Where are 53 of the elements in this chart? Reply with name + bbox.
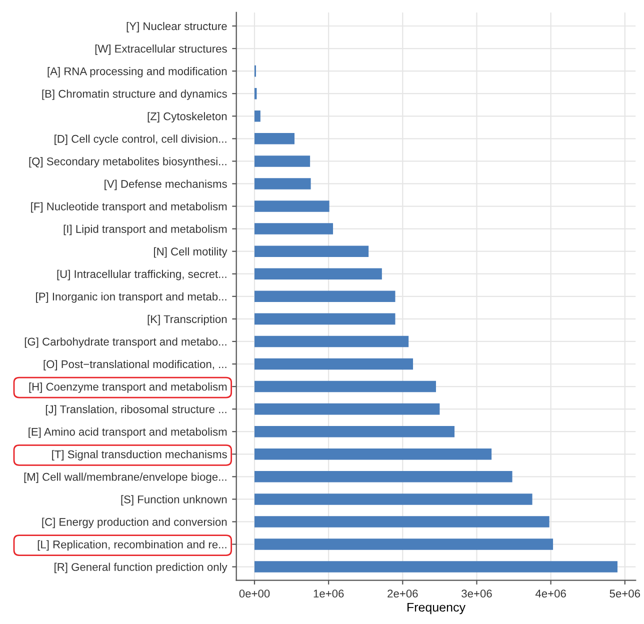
- y-tick-label: [T] Signal transduction mechanisms: [52, 450, 227, 460]
- y-tick-label: [H] Coenzyme transport and metabolism: [29, 382, 227, 393]
- y-tick-label: [O] Post−translational modification, ...: [44, 360, 226, 370]
- y-tick-label: [V] Defense mechanisms: [104, 180, 227, 190]
- y-tick-label: [I] Lipid transport and metabolism: [64, 224, 227, 236]
- x-tick-label: 1e+06: [314, 590, 344, 598]
- y-tick-label: [M] Cell wall/membrane/envelope bioge...: [24, 472, 226, 483]
- x-tick-label: 0e+00: [239, 590, 270, 598]
- y-tick-label: [B] Chromatin structure and dynamics: [42, 90, 227, 100]
- y-tick-label: [K] Transcription: [148, 314, 227, 326]
- bar: [254, 336, 409, 348]
- bar: [254, 313, 396, 325]
- y-tick-label: [C] Energy production and conversion: [42, 518, 227, 528]
- bar: [254, 290, 396, 302]
- bar: [254, 178, 311, 190]
- bar: [254, 268, 382, 280]
- y-tick-label: [W] Extracellular structures: [95, 44, 227, 55]
- x-tick-label: 4e+06: [535, 590, 566, 598]
- bar: [254, 223, 334, 234]
- y-tick-label: [N] Cell motility: [154, 247, 228, 258]
- x-tick-label: 3e+06: [462, 590, 492, 598]
- bar: [254, 358, 414, 370]
- y-tick-label: [F] Nucleotide transport and metabolism: [31, 202, 227, 213]
- x-axis-title: Frequency: [407, 602, 466, 614]
- y-tick-label: [L] Replication, recombination and re...: [38, 540, 226, 551]
- y-tick-label: [R] General function prediction only: [54, 562, 228, 574]
- x-tick-label: 2e+06: [388, 590, 418, 598]
- bar: [254, 538, 554, 550]
- x-tick-label: 5e+06: [610, 590, 640, 598]
- y-tick-label: [U] Intracellular trafficking, secret...: [57, 270, 226, 280]
- bar: [254, 516, 550, 528]
- y-tick-label: [A] RNA processing and modification: [48, 67, 227, 78]
- bar: [254, 380, 436, 392]
- bar: [254, 110, 260, 122]
- y-tick-label: [Q] Secondary metabolites biosynthesi...: [29, 157, 226, 168]
- bar: [254, 133, 294, 144]
- y-tick-label: [S] Function unknown: [121, 495, 227, 506]
- y-tick-label: [E] Amino acid transport and metabolism: [28, 428, 227, 438]
- bar: [254, 200, 330, 212]
- y-tick-label: [G] Carbohydrate transport and metabo...: [24, 337, 226, 348]
- y-tick-label: [Y] Nuclear structure: [126, 22, 227, 32]
- bar: [254, 246, 369, 257]
- y-tick-label: [Z] Cytoskeleton: [148, 112, 227, 122]
- bar: [254, 448, 492, 460]
- bar: [254, 156, 310, 167]
- y-tick-label: [D] Cell cycle control, cell division...: [54, 134, 226, 145]
- bar: [254, 426, 455, 438]
- y-tick-label: [P] Inorganic ion transport and metab...: [36, 292, 226, 303]
- bar: [254, 403, 440, 415]
- bar: [254, 494, 532, 505]
- bar: [254, 471, 512, 482]
- y-tick-label: [J] Translation, ribosomal structure ...: [46, 405, 226, 416]
- bar: [254, 561, 618, 572]
